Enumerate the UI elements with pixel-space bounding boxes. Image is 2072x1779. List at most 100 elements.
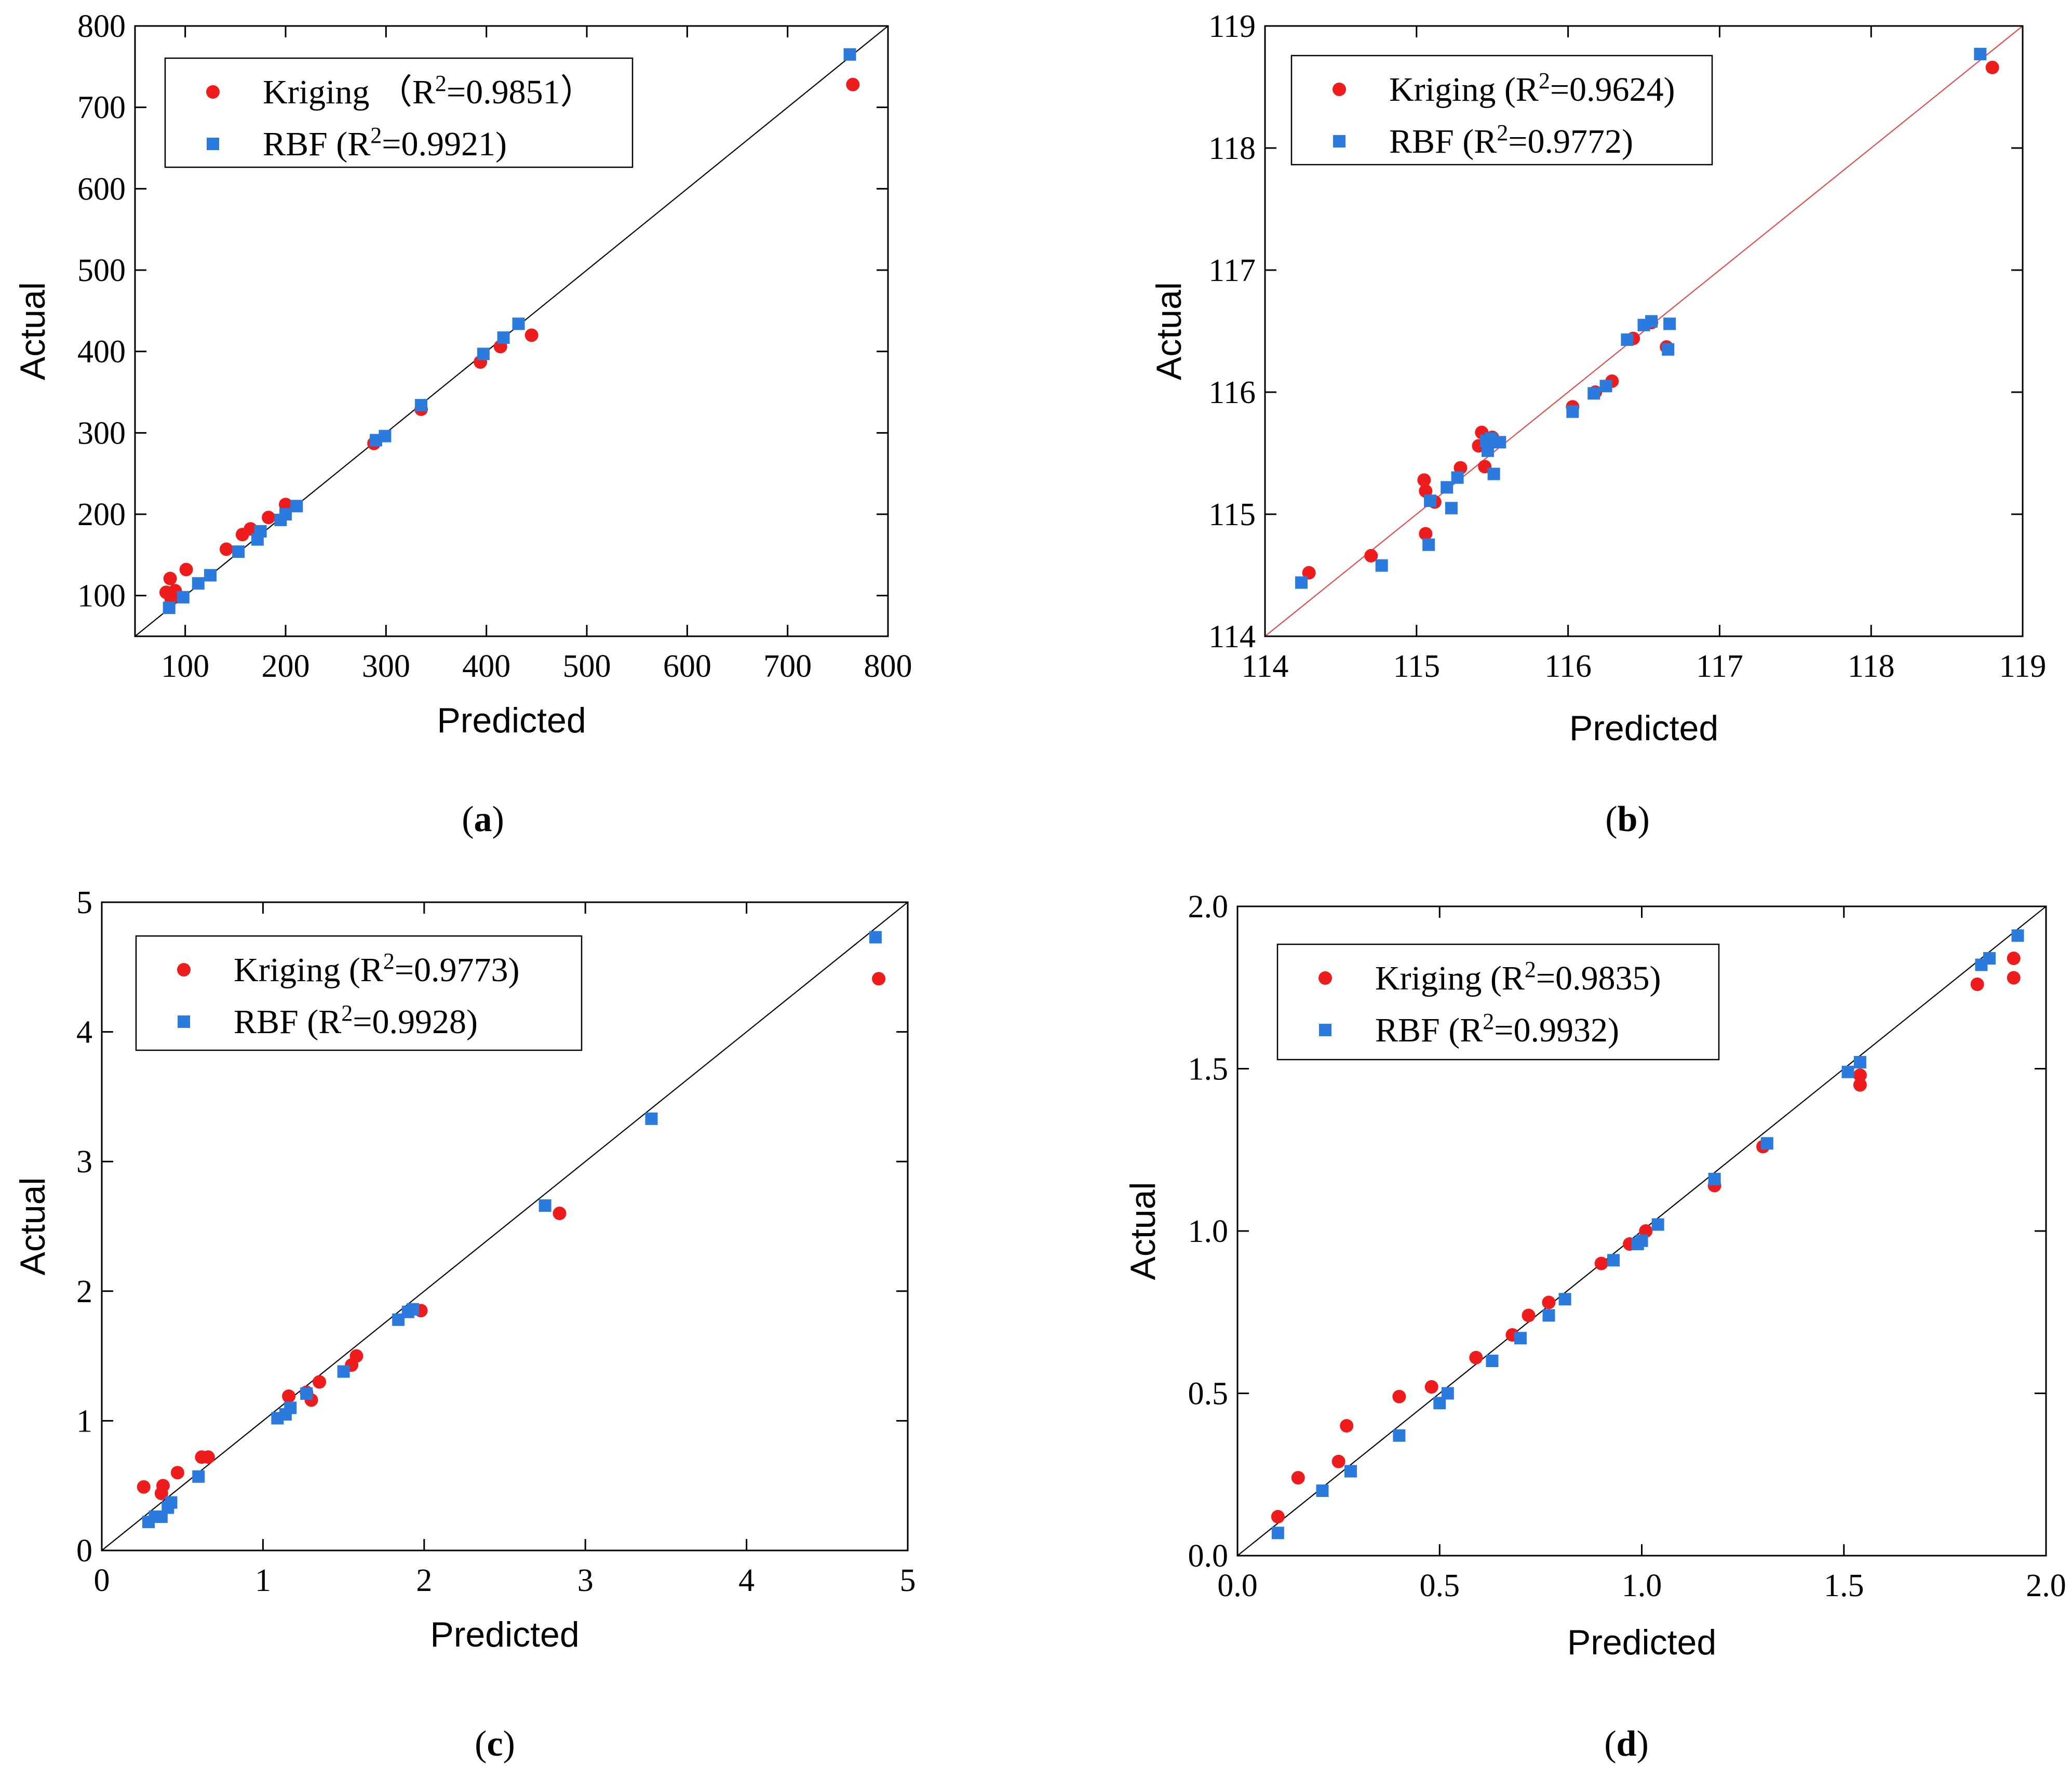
kriging-point bbox=[1639, 1224, 1653, 1238]
rbf-point bbox=[192, 1470, 205, 1483]
kriging-point bbox=[1340, 1419, 1354, 1433]
y-tick-label: 115 bbox=[1208, 497, 1256, 532]
x-tick-label: 300 bbox=[362, 649, 410, 684]
legend-label-rbf: RBF (R2=0.9932) bbox=[1375, 1009, 1619, 1050]
kriging-point bbox=[2007, 971, 2021, 985]
rbf-point bbox=[415, 399, 427, 412]
legend-kriging-marker bbox=[1333, 83, 1346, 96]
reference-line bbox=[101, 902, 908, 1551]
legend: Kriging (R2=0.9773) RBF (R2=0.9928) bbox=[135, 935, 583, 1051]
rbf-point bbox=[1344, 1465, 1357, 1478]
rbf-point bbox=[1708, 1173, 1721, 1185]
legend-kriging-marker bbox=[206, 85, 220, 99]
plot-frame bbox=[134, 25, 889, 637]
rbf-point bbox=[1451, 471, 1464, 484]
y-tick-label: 400 bbox=[77, 335, 126, 370]
x-tick-label: 0 bbox=[94, 1563, 110, 1598]
kriging-point bbox=[1364, 549, 1378, 563]
x-tick-label: 2.0 bbox=[2026, 1568, 2066, 1603]
rbf-point bbox=[251, 533, 264, 546]
rbf-point bbox=[497, 331, 510, 344]
kriging-point bbox=[1970, 978, 1984, 991]
x-axis-title: Predicted bbox=[437, 701, 586, 740]
panel-label: (a) bbox=[462, 799, 504, 839]
legend-label-rbf: RBF (R2=0.9928) bbox=[234, 1000, 478, 1041]
legend-rbf-marker bbox=[207, 138, 219, 150]
rbf-point bbox=[1651, 1218, 1664, 1231]
rbf-point bbox=[300, 1387, 313, 1400]
legend-label-rbf: RBF (R2=0.9921) bbox=[263, 123, 507, 164]
rbf-point bbox=[232, 545, 245, 558]
y-tick-label: 0.0 bbox=[1188, 1539, 1229, 1574]
kriging-point bbox=[163, 571, 177, 585]
y-axis-title: Actual bbox=[1149, 282, 1189, 380]
kriging-point bbox=[313, 1375, 327, 1389]
rbf-point bbox=[163, 601, 176, 614]
legend-label-kriging: Kriging (R2=0.9835) bbox=[1375, 957, 1661, 998]
y-tick-label: 4 bbox=[76, 1015, 92, 1050]
x-tick-label: 700 bbox=[763, 649, 812, 684]
y-tick-label: 500 bbox=[77, 253, 126, 288]
panel-label: (b) bbox=[1605, 799, 1650, 839]
kriging-point bbox=[1454, 461, 1468, 475]
kriging-point bbox=[1853, 1078, 1867, 1092]
x-tick-label: 0.5 bbox=[1420, 1568, 1460, 1603]
chart-panel-c: 0 1 2 3 4 5 0 1 2 3 4 5 Predicted Actual Kriging (R2=0… bbox=[13, 885, 916, 1764]
kriging-point bbox=[154, 1487, 168, 1501]
kriging-point bbox=[1291, 1471, 1305, 1484]
rbf-point bbox=[290, 500, 303, 513]
rbf-point bbox=[1853, 1056, 1866, 1068]
rbf-point bbox=[142, 1516, 155, 1529]
kriging-point bbox=[1424, 1380, 1438, 1394]
x-axis-title: Predicted bbox=[1567, 1623, 1716, 1662]
y-tick-label: 700 bbox=[77, 90, 126, 126]
rbf-point bbox=[843, 48, 856, 61]
legend-rbf-marker bbox=[1319, 1024, 1331, 1036]
plot-frame bbox=[101, 901, 909, 1551]
rbf-point bbox=[1587, 387, 1600, 400]
y-tick-label: 117 bbox=[1208, 253, 1256, 288]
rbf-point bbox=[1607, 1254, 1620, 1267]
legend-box bbox=[135, 935, 583, 1051]
x-tick-label: 200 bbox=[262, 649, 310, 684]
rbf-point bbox=[1599, 380, 1612, 393]
kriging-point bbox=[1302, 566, 1316, 580]
kriging-point bbox=[524, 328, 539, 342]
legend-kriging-marker bbox=[1318, 971, 1332, 985]
rbf-point bbox=[1662, 343, 1675, 356]
kriging-point bbox=[1985, 60, 1999, 74]
rbf-point bbox=[1393, 1429, 1406, 1442]
legend-label-kriging: Kriging (R2=0.9773) bbox=[234, 948, 520, 989]
rbf-point bbox=[1271, 1527, 1284, 1540]
legend-label-kriging: Kriging （R2=0.9851） bbox=[263, 71, 595, 112]
rbf-point bbox=[645, 1112, 658, 1125]
kriging-point bbox=[1594, 1256, 1608, 1270]
legend-label-kriging: Kriging (R2=0.9624) bbox=[1389, 68, 1675, 109]
legend-box bbox=[1290, 55, 1713, 166]
x-tick-label: 1 bbox=[255, 1563, 271, 1598]
x-tick-label: 115 bbox=[1393, 649, 1440, 684]
x-tick-label: 1.5 bbox=[1824, 1568, 1864, 1603]
rbf-point bbox=[274, 513, 287, 526]
kriging-point bbox=[195, 1450, 209, 1464]
x-axis-title: Predicted bbox=[430, 1615, 579, 1654]
rbf-point bbox=[1486, 1355, 1499, 1367]
x-tick-label: 100 bbox=[161, 649, 209, 684]
rbf-point bbox=[1637, 318, 1650, 331]
rbf-point bbox=[370, 434, 382, 447]
kriging-point bbox=[1331, 1454, 1346, 1468]
chart-panel-d: 0.0 0.5 1.0 1.5 2.0 0.0 0.5 1.0 1.5 2.0 Predicted A… bbox=[1123, 889, 2066, 1764]
x-tick-label: 500 bbox=[563, 649, 611, 684]
x-tick-label: 118 bbox=[1848, 649, 1895, 684]
x-tick-label: 116 bbox=[1544, 649, 1592, 684]
y-tick-label: 300 bbox=[77, 416, 126, 451]
rbf-point bbox=[1663, 317, 1676, 330]
rbf-point bbox=[1558, 1293, 1571, 1306]
panel-label: (d) bbox=[1604, 1724, 1649, 1764]
rbf-point bbox=[1841, 1065, 1854, 1078]
y-tick-label: 800 bbox=[77, 9, 126, 44]
kriging-point bbox=[1271, 1510, 1285, 1523]
y-tick-label: 1.0 bbox=[1188, 1214, 1229, 1249]
legend-label-rbf: RBF (R2=0.9772) bbox=[1389, 120, 1633, 161]
rbf-point bbox=[1445, 502, 1458, 515]
